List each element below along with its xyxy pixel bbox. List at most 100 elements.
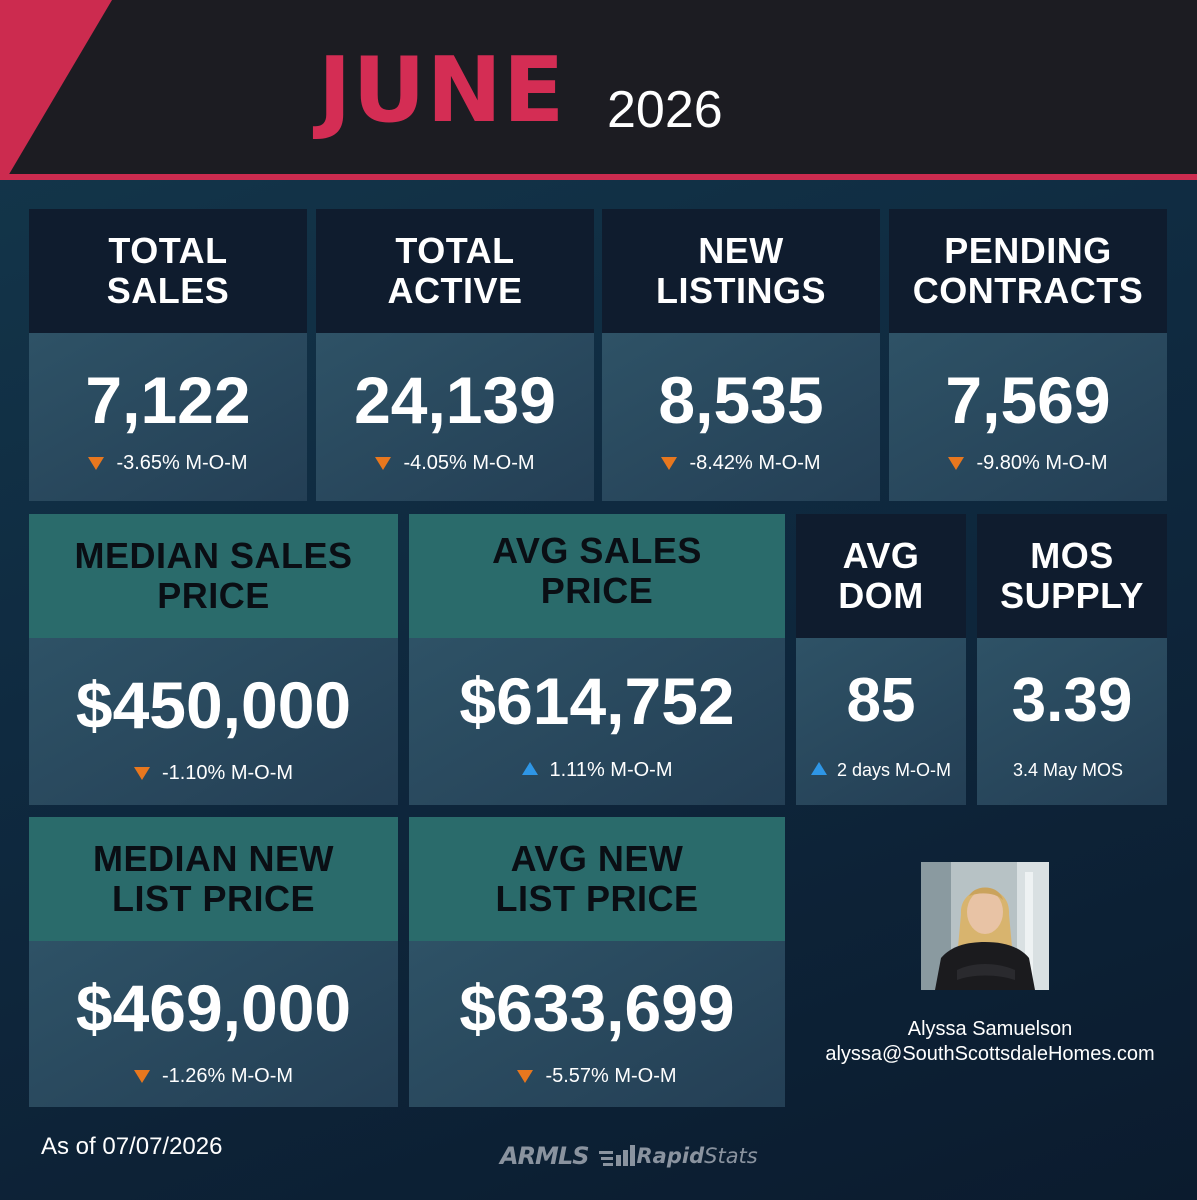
card-body: $633,699 -5.57% M-O-M bbox=[409, 941, 785, 1107]
agent-portrait-icon bbox=[921, 862, 1049, 990]
card-body: 7,122 -3.65% M-O-M bbox=[29, 333, 307, 501]
card-change: 2 days M-O-M bbox=[796, 761, 966, 779]
card-avg-dom: AVG DOM 85 2 days M-O-M bbox=[796, 514, 966, 805]
card-change-text: -8.42% M-O-M bbox=[689, 452, 821, 474]
card-title-line2: PRICE bbox=[157, 575, 270, 616]
card-median-new-list-price: MEDIAN NEW LIST PRICE $469,000 -1.26% M-O… bbox=[29, 817, 398, 1107]
card-change: -8.42% M-O-M bbox=[602, 453, 880, 473]
title-year: 2026 bbox=[607, 81, 723, 139]
card-value: $450,000 bbox=[75, 668, 352, 742]
card-title-line2: LIST PRICE bbox=[495, 878, 699, 919]
card-title-line1: AVG SALES bbox=[492, 530, 702, 571]
card-value: 85 bbox=[846, 666, 916, 735]
card-value: $633,699 bbox=[459, 971, 735, 1045]
page-header: JUNE 2026 bbox=[0, 0, 1197, 176]
card-title-line1: AVG NEW bbox=[510, 838, 684, 879]
card-title-line2: CONTRACTS bbox=[912, 270, 1144, 311]
card-title-line2: SALES bbox=[106, 270, 230, 311]
card-title: AVG DOM bbox=[796, 514, 966, 638]
card-value: 3.39 bbox=[1011, 666, 1133, 735]
card-title: TOTAL SALES bbox=[29, 209, 307, 333]
card-change-text: -1.26% M-O-M bbox=[161, 1065, 294, 1087]
card-change: 3.4 May MOS bbox=[977, 761, 1167, 779]
card-title: TOTAL ACTIVE bbox=[316, 209, 594, 333]
card-change-text: -3.65% M-O-M bbox=[116, 452, 248, 474]
card-title-line2: PRICE bbox=[540, 570, 654, 611]
card-title-line1: TOTAL bbox=[108, 230, 228, 271]
arrow-down-icon bbox=[375, 457, 392, 470]
card-title: MEDIAN NEW LIST PRICE bbox=[29, 817, 398, 941]
card-value: 7,569 bbox=[945, 363, 1111, 437]
header-divider bbox=[0, 174, 1197, 180]
card-title: NEW LISTINGS bbox=[602, 209, 880, 333]
arrow-down-icon bbox=[948, 457, 965, 470]
logo-stats-text: Stats bbox=[704, 1144, 758, 1168]
card-title-line2: ACTIVE bbox=[387, 270, 523, 311]
card-pending-contracts: PENDING CONTRACTS 7,569 -9.80% M-O-M bbox=[889, 209, 1167, 501]
card-title: PENDING CONTRACTS bbox=[889, 209, 1167, 333]
armls-rapidstats-logo: ARMLS Rapid Stats bbox=[500, 1140, 758, 1172]
as-of-date: As of 07/07/2026 bbox=[41, 1133, 223, 1160]
card-body: 8,535 -8.42% M-O-M bbox=[602, 333, 880, 501]
card-title: AVG SALES PRICE bbox=[409, 514, 785, 638]
card-title-line1: MOS bbox=[1030, 535, 1114, 576]
card-change: -3.65% M-O-M bbox=[29, 453, 307, 473]
agent-email[interactable]: alyssa@SouthScottsdaleHomes.com bbox=[825, 1043, 1155, 1065]
card-change: -1.26% M-O-M bbox=[29, 1066, 398, 1086]
card-new-listings: NEW LISTINGS 8,535 -8.42% M-O-M bbox=[602, 209, 880, 501]
card-avg-new-list-price: AVG NEW LIST PRICE $633,699 -5.57% M-O-M bbox=[409, 817, 785, 1107]
card-value: $469,000 bbox=[75, 971, 352, 1045]
arrow-up-icon bbox=[810, 762, 827, 775]
card-title-line1: MEDIAN SALES bbox=[74, 535, 353, 576]
card-change: -4.05% M-O-M bbox=[316, 453, 594, 473]
card-body: $469,000 -1.26% M-O-M bbox=[29, 941, 398, 1107]
card-body: 85 2 days M-O-M bbox=[796, 638, 966, 805]
card-title-line1: TOTAL bbox=[395, 230, 515, 271]
card-title-line1: NEW bbox=[698, 230, 784, 271]
card-change-text: 1.11% M-O-M bbox=[549, 759, 673, 781]
card-value: 8,535 bbox=[658, 363, 824, 437]
card-value: 24,139 bbox=[354, 363, 556, 437]
card-change: 1.11% M-O-M bbox=[409, 760, 785, 780]
card-mos-supply: MOS SUPPLY 3.39 3.4 May MOS bbox=[977, 514, 1167, 805]
agent-photo bbox=[921, 862, 1049, 990]
card-body: 7,569 -9.80% M-O-M bbox=[889, 333, 1167, 501]
card-title-line2: SUPPLY bbox=[1000, 575, 1144, 616]
agent-name: Alyssa Samuelson bbox=[907, 1018, 1073, 1040]
card-body: $614,752 1.11% M-O-M bbox=[409, 638, 785, 805]
card-avg-sales-price: AVG SALES PRICE $614,752 1.11% M-O-M bbox=[409, 514, 785, 805]
card-title-line1: AVG bbox=[842, 535, 920, 576]
card-total-sales: TOTAL SALES 7,122 -3.65% M-O-M bbox=[29, 209, 307, 501]
logo-rapid-text: Rapid bbox=[636, 1144, 705, 1168]
card-change-text: -5.57% M-O-M bbox=[545, 1065, 677, 1087]
card-body: 24,139 -4.05% M-O-M bbox=[316, 333, 594, 501]
card-title-line1: PENDING bbox=[944, 230, 1112, 271]
card-value: 7,122 bbox=[85, 363, 251, 437]
card-median-sales-price: MEDIAN SALES PRICE $450,000 -1.10% M-O-M bbox=[29, 514, 398, 805]
card-title-line2: DOM bbox=[838, 575, 924, 616]
arrow-down-icon bbox=[133, 1070, 150, 1083]
card-value: $614,752 bbox=[459, 664, 735, 738]
header-accent-slash bbox=[0, 0, 112, 176]
arrow-down-icon bbox=[88, 457, 105, 470]
card-change-text: 3.4 May MOS bbox=[1012, 760, 1124, 780]
title-month: JUNE bbox=[318, 38, 566, 143]
card-body: $450,000 -1.10% M-O-M bbox=[29, 638, 398, 805]
speed-bars-icon bbox=[598, 1145, 635, 1166]
card-change: -5.57% M-O-M bbox=[409, 1066, 785, 1086]
card-change: -1.10% M-O-M bbox=[29, 763, 398, 783]
card-title-line2: LISTINGS bbox=[655, 270, 826, 311]
card-total-active: TOTAL ACTIVE 24,139 -4.05% M-O-M bbox=[316, 209, 594, 501]
arrow-down-icon bbox=[661, 457, 678, 470]
logo-armls-text: ARMLS bbox=[500, 1142, 590, 1170]
arrow-down-icon bbox=[133, 767, 150, 780]
card-body: 3.39 3.4 May MOS bbox=[977, 638, 1167, 805]
card-change-text: 2 days M-O-M bbox=[836, 760, 951, 780]
arrow-down-icon bbox=[517, 1070, 534, 1083]
card-title: MEDIAN SALES PRICE bbox=[29, 514, 398, 638]
card-change-text: -1.10% M-O-M bbox=[161, 762, 294, 784]
card-title-line1: MEDIAN NEW bbox=[93, 838, 334, 879]
card-title: MOS SUPPLY bbox=[977, 514, 1167, 638]
card-change-text: -9.80% M-O-M bbox=[976, 452, 1108, 474]
card-title: AVG NEW LIST PRICE bbox=[409, 817, 785, 941]
